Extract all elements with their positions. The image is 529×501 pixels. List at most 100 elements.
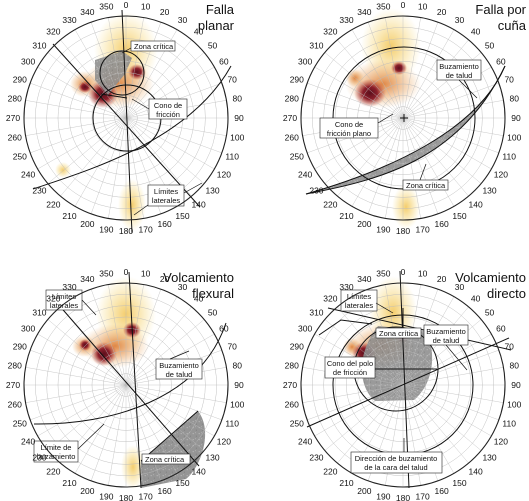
- azimuth-tick-label: 330: [339, 15, 353, 25]
- azimuth-tick-label: 50: [485, 307, 495, 317]
- azimuth-tick-label: 90: [234, 113, 244, 123]
- azimuth-tick-label: 40: [194, 26, 204, 36]
- grid-radial: [74, 384, 127, 474]
- lateral-limits-label: Límites: [347, 292, 371, 301]
- azimuth-tick-label: 140: [192, 467, 206, 477]
- slope-dip-label: de talud: [433, 336, 460, 345]
- azimuth-tick-label: 0: [124, 0, 129, 10]
- azimuth-tick-label: 190: [99, 491, 113, 501]
- slope-dip-label: de talud: [166, 370, 193, 379]
- azimuth-tick-label: 70: [504, 341, 514, 351]
- slope-dip-label: Buzamiento: [159, 361, 199, 370]
- grid-radial: [125, 117, 227, 136]
- azimuth-tick-label: 290: [290, 74, 304, 84]
- grid-radial: [402, 384, 469, 464]
- grid-radial: [402, 82, 499, 119]
- grid-radial: [402, 117, 439, 214]
- azimuth-tick-label: 70: [227, 74, 237, 84]
- azimuth-tick-label: 300: [298, 324, 312, 334]
- azimuth-tick-label: 20: [437, 7, 447, 17]
- grid-radial: [402, 17, 421, 119]
- grid-radial: [402, 22, 439, 119]
- grid-radial: [37, 117, 127, 170]
- azimuth-tick-label: 50: [485, 40, 495, 50]
- azimuth-tick-label: 40: [194, 293, 204, 303]
- azimuth-tick-label: 320: [323, 293, 337, 303]
- grid-radial: [402, 306, 469, 386]
- critical-zone-label: Zona crítica: [406, 181, 446, 190]
- grid-radial: [90, 22, 127, 119]
- azimuth-tick-label: 80: [233, 360, 243, 370]
- grid-radial: [337, 117, 404, 197]
- grid-radial: [402, 100, 504, 119]
- azimuth-tick-label: 290: [13, 74, 27, 84]
- grid-radial: [30, 349, 127, 386]
- azimuth-tick-label: 20: [160, 7, 170, 17]
- azimuth-tick-label: 30: [178, 282, 188, 292]
- grid-radial: [402, 367, 504, 386]
- grid-radial: [314, 117, 404, 170]
- azimuth-tick-label: 340: [80, 7, 94, 17]
- azimuth-tick-label: 150: [175, 211, 189, 221]
- grid-radial: [125, 319, 205, 386]
- azimuth-tick-label: 160: [158, 219, 172, 229]
- stereonet-outline: [300, 282, 506, 488]
- grid-radial: [60, 117, 127, 197]
- lateral-limits-label: laterales: [345, 301, 374, 310]
- grid-radial: [108, 284, 127, 386]
- azimuth-tick-label: 130: [205, 453, 219, 463]
- azimuth-tick-label: 230: [32, 453, 46, 463]
- azimuth-tick-label: 300: [21, 57, 35, 67]
- grid-radial: [402, 29, 455, 119]
- azimuth-tick-label: 320: [323, 26, 337, 36]
- grid-radial: [125, 17, 144, 119]
- azimuth-tick-label: 240: [21, 170, 35, 180]
- azimuth-tick-label: 220: [323, 200, 337, 210]
- stereonet-panel-flexural: Volcamiento flexural Límites laterales B…: [24, 270, 234, 489]
- azimuth-tick-label: 150: [175, 478, 189, 488]
- grid-radial: [402, 349, 499, 386]
- grid-radial: [402, 384, 455, 474]
- azimuth-tick-label: 250: [290, 152, 304, 162]
- azimuth-tick-label: 0: [124, 267, 129, 277]
- azimuth-tick-label: 180: [396, 226, 410, 236]
- azimuth-tick-label: 340: [80, 274, 94, 284]
- grid-radial: [125, 384, 222, 421]
- grid-radial: [108, 384, 127, 486]
- lateral-limits-label: Límites: [52, 292, 76, 301]
- azimuth-tick-label: 230: [309, 453, 323, 463]
- azimuth-tick-label: 140: [469, 467, 483, 477]
- grid-radial: [30, 82, 127, 119]
- grid-radial: [30, 384, 127, 421]
- grid-radial: [307, 82, 404, 119]
- grid-radial: [125, 306, 192, 386]
- grid-radial: [90, 117, 127, 214]
- grid-radial: [402, 384, 482, 451]
- azimuth-tick-label: 110: [225, 419, 239, 429]
- grid-radial: [367, 22, 404, 119]
- azimuth-tick-label: 130: [482, 186, 496, 196]
- azimuth-tick-label: 300: [298, 57, 312, 67]
- azimuth-tick-label: 130: [482, 453, 496, 463]
- slope-face-dip-direction-label: Dirección de buzamiento: [355, 454, 438, 463]
- azimuth-tick-label: 260: [8, 133, 22, 143]
- azimuth-tick-label: 80: [510, 93, 520, 103]
- azimuth-tick-label: 280: [285, 360, 299, 370]
- azimuth-tick-label: 240: [298, 170, 312, 180]
- grid-radial: [402, 117, 421, 219]
- azimuth-tick-label: 40: [471, 26, 481, 36]
- grid-radial: [402, 117, 504, 136]
- grid-radial: [47, 384, 127, 451]
- slope-face-dip-direction-label: de la cara del talud: [364, 463, 427, 472]
- azimuth-tick-label: 130: [205, 186, 219, 196]
- grid-radial: [314, 384, 404, 437]
- grid-radial: [351, 117, 404, 207]
- panel-title: Volcamiento: [163, 270, 234, 285]
- azimuth-tick-label: 140: [469, 200, 483, 210]
- azimuth-tick-label: 330: [62, 282, 76, 292]
- friction-cone-label: fricción: [156, 110, 180, 119]
- azimuth-tick-label: 30: [455, 282, 465, 292]
- azimuth-tick-label: 200: [357, 486, 371, 496]
- grid-radial: [74, 296, 127, 386]
- azimuth-tick-label: 90: [234, 380, 244, 390]
